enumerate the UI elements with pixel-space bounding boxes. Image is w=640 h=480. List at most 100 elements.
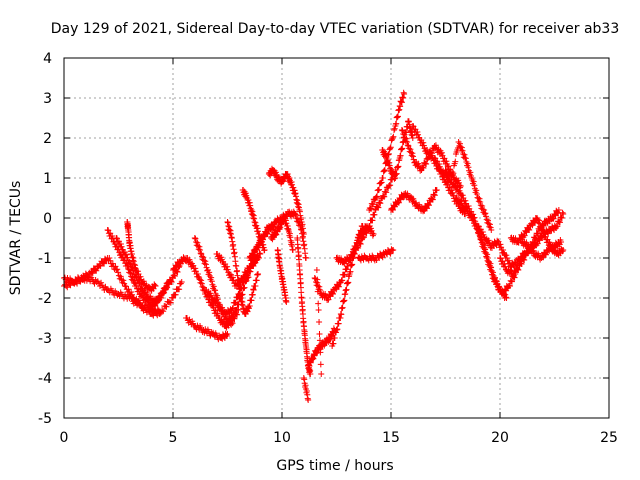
data-point: [256, 250, 263, 257]
data-point: [241, 274, 248, 281]
data-point: [261, 247, 268, 253]
data-point: [314, 276, 321, 283]
data-point: [196, 276, 203, 283]
data-point: [465, 164, 472, 171]
data-point: [171, 267, 178, 273]
data-point: [115, 269, 122, 276]
data-point: [473, 191, 480, 197]
data-point: [165, 279, 172, 285]
data-point: [122, 283, 129, 290]
data-point: [248, 297, 255, 304]
data-point: [246, 303, 253, 309]
data-point: [436, 163, 443, 170]
data-point: [199, 283, 206, 290]
y-tick-label: 2: [43, 131, 52, 147]
data-point: [389, 207, 396, 213]
series-track-33: [475, 209, 567, 271]
data-point: [488, 264, 495, 271]
data-point: [106, 255, 113, 261]
data-point: [379, 175, 386, 181]
data-point: [200, 254, 207, 261]
data-point: [375, 204, 382, 211]
data-point: [479, 206, 486, 213]
data-point: [206, 269, 213, 276]
data-point: [539, 227, 546, 234]
data-point: [67, 282, 74, 289]
data-point: [210, 283, 217, 290]
data-point: [501, 261, 508, 267]
data-point: [477, 199, 484, 205]
data-point: [484, 255, 491, 261]
data-point: [305, 397, 312, 403]
data-point: [538, 224, 545, 231]
data-point: [536, 220, 543, 227]
data-point: [407, 146, 414, 153]
data-point: [395, 163, 402, 170]
data-point: [198, 253, 205, 260]
data-point: [554, 223, 561, 230]
x-axis-ticks: 0 5 10 15 20 25: [60, 58, 618, 446]
data-point: [459, 192, 466, 199]
data-point: [471, 182, 478, 189]
data-point: [376, 186, 383, 193]
data-point: [152, 309, 159, 316]
data-point: [264, 231, 271, 237]
series-track-32: [453, 195, 519, 297]
data-point: [202, 258, 209, 265]
data-point: [202, 261, 209, 268]
data-point: [558, 239, 565, 245]
data-point: [212, 287, 219, 294]
data-point: [481, 242, 488, 249]
data-point: [397, 103, 404, 110]
data-point: [163, 285, 170, 292]
series-track-24: [355, 246, 397, 264]
data-point: [64, 284, 71, 291]
data-point: [343, 266, 350, 273]
data-point: [438, 149, 445, 156]
data-point: [457, 183, 464, 189]
data-point: [443, 158, 450, 165]
data-point: [507, 283, 514, 289]
data-point: [347, 268, 354, 275]
data-point: [415, 131, 422, 138]
y-tick-label: 4: [43, 51, 52, 67]
data-point: [196, 243, 203, 250]
data-point: [459, 147, 466, 154]
series-track-25: [366, 89, 408, 213]
data-point: [360, 234, 367, 241]
data-point: [479, 203, 486, 209]
data-point: [521, 257, 528, 263]
data-point: [316, 283, 323, 290]
data-point: [369, 217, 376, 224]
y-tick-label: -3: [38, 331, 52, 347]
data-point: [359, 235, 366, 241]
data-point: [503, 287, 510, 294]
data-point: [420, 139, 427, 146]
data-point: [400, 131, 407, 137]
data-point: [338, 311, 345, 318]
data-point: [248, 255, 255, 261]
data-point: [397, 152, 404, 159]
data-point: [229, 314, 236, 321]
y-tick-label: -5: [38, 411, 52, 427]
data-point: [475, 195, 482, 201]
data-point: [195, 273, 202, 280]
data-point: [450, 170, 457, 177]
series-track-7: [183, 315, 231, 343]
data-point: [263, 230, 270, 237]
data-point: [404, 139, 411, 145]
data-point: [502, 263, 509, 270]
data-point: [404, 142, 411, 149]
y-tick-label: 0: [43, 211, 52, 227]
data-point: [420, 165, 427, 171]
data-point: [292, 211, 299, 217]
data-point: [425, 202, 432, 209]
data-point: [198, 280, 205, 287]
y-tick-label: -4: [38, 371, 52, 387]
data-point: [406, 145, 413, 152]
data-point: [155, 298, 162, 305]
data-point: [485, 220, 492, 227]
data-point: [393, 170, 400, 177]
data-point: [429, 196, 436, 203]
series-track-22: [313, 267, 325, 377]
